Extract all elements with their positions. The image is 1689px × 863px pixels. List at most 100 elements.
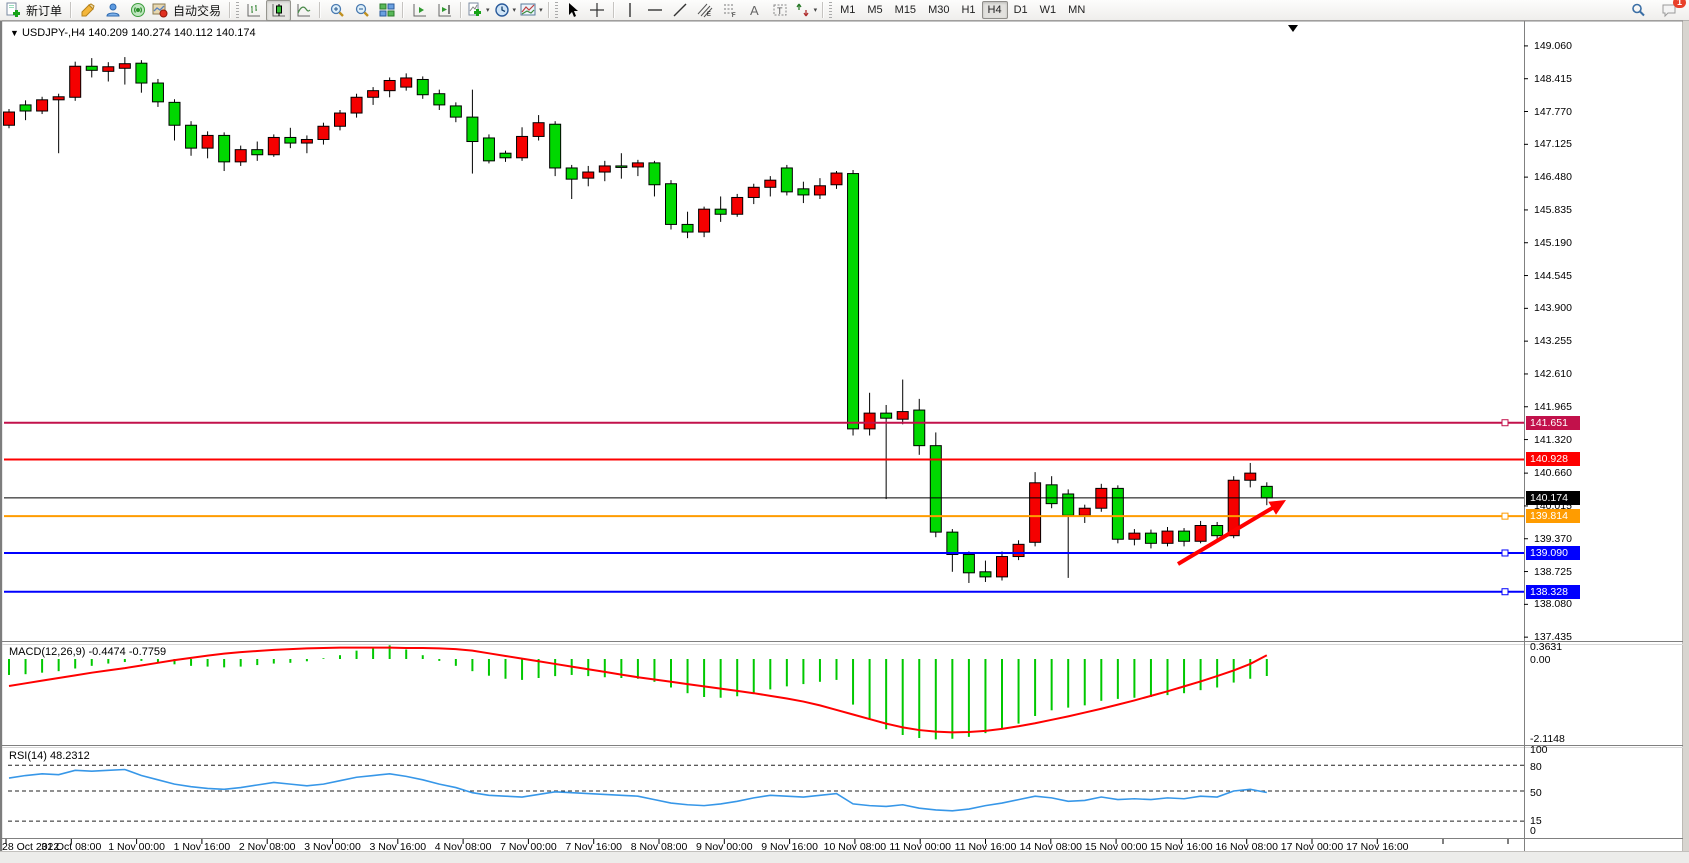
candle <box>1211 521 1224 542</box>
indicators-button[interactable]: ▾ <box>465 0 492 21</box>
crosshair-button[interactable] <box>585 0 610 21</box>
trend-arrow-annotation[interactable] <box>1176 500 1286 566</box>
chevron-down-icon: ▾ <box>486 7 490 14</box>
time-tick-label: 17 Nov 16:00 <box>1346 841 1409 853</box>
line-price-tag: 139.090 <box>1526 545 1580 560</box>
bar-chart-mode-icon <box>247 4 260 17</box>
candle <box>780 164 793 196</box>
window-right-edge <box>1682 21 1689 852</box>
chart-shift-button[interactable] <box>432 0 457 21</box>
crosshair-icon <box>590 3 605 17</box>
price-tick-label: 141.320 <box>1534 433 1572 446</box>
window-left-border <box>0 21 3 852</box>
auto-trading-button[interactable]: 自动交易 <box>150 0 226 21</box>
candle <box>565 164 578 199</box>
one-click-trading-toggle[interactable]: ▼ <box>10 28 19 38</box>
candle-body-bull <box>598 165 611 173</box>
candle <box>1012 540 1025 561</box>
tile-windows-icon <box>379 3 395 17</box>
candle <box>1161 527 1174 547</box>
vertical-line-button[interactable] <box>618 0 643 21</box>
periods-button[interactable]: ▾ <box>492 0 519 21</box>
zoom-out-button[interactable] <box>349 0 374 21</box>
price-tick-label: 138.080 <box>1534 598 1572 611</box>
candle <box>714 196 727 222</box>
arrow-head <box>1268 500 1286 515</box>
templates-button[interactable]: ▾ <box>518 0 545 21</box>
price-tick-label: 137.435 <box>1534 631 1572 644</box>
price-tick-label: 149.060 <box>1534 39 1572 52</box>
candle-body-bear <box>482 137 495 162</box>
candle <box>797 181 810 204</box>
candle <box>317 122 330 145</box>
price-tick-label: 145.190 <box>1534 236 1572 249</box>
horizontal-line-icon <box>648 9 663 11</box>
candle-body-bear <box>681 223 694 233</box>
timeframe-H1[interactable]: H1 <box>961 4 976 16</box>
price-tick-label: 148.415 <box>1534 72 1572 85</box>
timeframe-M30[interactable]: M30 <box>928 4 950 16</box>
timeframe-D1[interactable]: D1 <box>1013 4 1028 16</box>
toolbar-separator <box>319 2 322 18</box>
trendline-button[interactable] <box>668 0 693 21</box>
time-tick-label: 14 Nov 08:00 <box>1019 841 1083 853</box>
candle <box>300 135 313 154</box>
timeframe-W1[interactable]: W1 <box>1039 4 1057 16</box>
arrows-button[interactable]: ▾ <box>793 0 820 21</box>
text-button[interactable]: A <box>743 0 768 21</box>
line-handle[interactable] <box>1501 419 1509 427</box>
timeframe-M5[interactable]: M5 <box>867 4 883 16</box>
timeframe-MN[interactable]: MN <box>1068 4 1086 16</box>
editor-button[interactable] <box>75 0 100 21</box>
signals-button[interactable] <box>125 0 150 21</box>
horizontal-line-button[interactable] <box>643 0 668 21</box>
candle <box>731 193 744 217</box>
zoom-in-button[interactable] <box>324 0 349 21</box>
candle <box>764 176 777 197</box>
market-watch-button[interactable] <box>100 0 125 21</box>
tile-windows-button[interactable] <box>374 0 399 21</box>
line-chart-mode-button[interactable] <box>291 0 316 21</box>
toolbar-separator <box>402 2 405 18</box>
candle-body-bear <box>85 65 98 71</box>
fibonacci-button[interactable]: F <box>718 0 743 21</box>
candle-body-bull <box>1194 525 1207 542</box>
candle-body-bull <box>1227 479 1240 537</box>
candle <box>334 109 346 131</box>
candlestick-mode-button[interactable] <box>266 0 292 21</box>
text-label-button[interactable]: T <box>768 0 793 21</box>
cursor-button[interactable] <box>560 0 585 21</box>
notifications-button[interactable]: 1 <box>1656 0 1686 21</box>
candle <box>151 78 164 107</box>
rsi-scale-label: 0 <box>1530 825 1536 837</box>
equidistant-channel-button[interactable]: E <box>693 0 718 21</box>
time-tick-label: 7 Nov 16:00 <box>565 841 622 853</box>
timeframe-M15[interactable]: M15 <box>894 4 917 16</box>
candle-body-bull <box>334 112 346 127</box>
price-tick-label: 146.480 <box>1534 171 1572 184</box>
price-tick-label: 144.545 <box>1534 269 1572 282</box>
candle <box>284 127 297 149</box>
search-button[interactable] <box>1625 0 1650 21</box>
new-order-button[interactable]: 新订单 <box>3 0 67 21</box>
equidistant-channel-icon: E <box>697 3 713 18</box>
candle-body-bear <box>151 82 164 103</box>
candle-body-bear <box>433 93 446 106</box>
price-tick-label: 147.770 <box>1534 105 1572 118</box>
candle-body-bull <box>764 179 777 188</box>
timeframe-M1[interactable]: M1 <box>840 4 856 16</box>
auto-scroll-button[interactable] <box>407 0 432 21</box>
line-handle[interactable] <box>1501 549 1509 557</box>
line-handle[interactable] <box>1501 512 1509 520</box>
search-icon <box>1631 3 1645 17</box>
bar-chart-mode-button[interactable] <box>241 0 266 21</box>
candle <box>830 171 843 189</box>
chart-shift-marker[interactable] <box>1288 25 1298 32</box>
timeframe-H4[interactable]: H4 <box>981 1 1008 19</box>
candle <box>482 134 495 164</box>
indicators-add-icon <box>468 2 482 16</box>
candle-body-bull <box>813 185 826 196</box>
line-handle[interactable] <box>1501 588 1509 596</box>
rsi-scale-label: 15 <box>1530 815 1542 827</box>
